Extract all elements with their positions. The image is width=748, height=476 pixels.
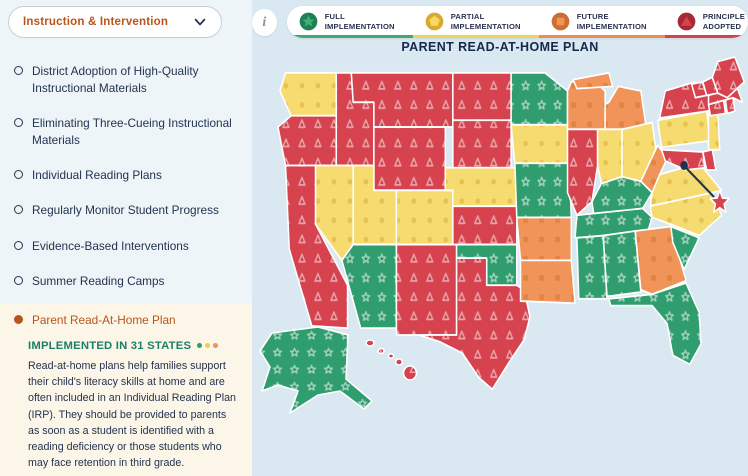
state-mi[interactable] xyxy=(604,85,648,131)
nav-item-monitor-progress[interactable]: Regularly Monitor Student Progress xyxy=(0,193,252,228)
nav-item-label: Evidence-Based Interventions xyxy=(32,238,189,253)
nav-item-label: Parent Read-At-Home Plan xyxy=(32,312,176,327)
full-status-dot xyxy=(197,343,203,349)
category-dropdown[interactable]: Instruction & Intervention xyxy=(8,6,222,38)
state-hi[interactable] xyxy=(365,339,418,381)
policy-detail: IMPLEMENTED IN 31 STATES Read-at-home pl… xyxy=(0,338,252,472)
state-mi-upper[interactable] xyxy=(572,71,614,90)
state-fl[interactable] xyxy=(608,282,702,366)
info-icon[interactable]: i xyxy=(252,9,277,36)
category-dropdown-label: Instruction & Intervention xyxy=(23,16,169,28)
nav-item-label: Eliminating Three-Cueing Instructional M… xyxy=(32,116,232,148)
dc-callout-star[interactable] xyxy=(709,189,731,214)
map-panel: i FULL IMPLEMENTATION xyxy=(252,0,748,415)
state-co[interactable] xyxy=(395,189,458,246)
state-md[interactable] xyxy=(660,148,706,171)
full-implementation-icon xyxy=(299,12,318,31)
state-in[interactable] xyxy=(596,128,623,185)
nav-item-label: District Adoption of High-Quality Instru… xyxy=(32,64,199,96)
implemented-count-heading: IMPLEMENTED IN 31 STATES xyxy=(28,339,192,352)
state-ks[interactable] xyxy=(452,205,518,246)
us-choropleth-map xyxy=(259,56,745,414)
future-status-dot xyxy=(213,343,219,349)
future-implementation-icon xyxy=(551,12,570,31)
legend-item-future[interactable]: FUTURE IMPLEMENTATION xyxy=(538,6,665,38)
state-ia[interactable] xyxy=(510,123,569,165)
state-ne[interactable] xyxy=(444,166,518,208)
radio-icon xyxy=(14,240,23,250)
state-la[interactable] xyxy=(519,259,576,305)
radio-icon xyxy=(14,275,23,285)
nav-item-individual-reading-plans[interactable]: Individual Reading Plans xyxy=(0,158,252,193)
state-ms[interactable] xyxy=(576,234,608,300)
legend-label: FULL IMPLEMENTATION xyxy=(324,12,395,31)
filter-sidebar: Instruction & Intervention District Adop… xyxy=(0,0,252,476)
legend-label: PARTIAL IMPLEMENTATION xyxy=(450,12,521,31)
state-nm[interactable] xyxy=(395,243,458,336)
partial-implementation-icon xyxy=(425,12,444,31)
state-nd[interactable] xyxy=(452,71,512,122)
policy-nav-list: District Adoption of High-Quality Instru… xyxy=(0,44,252,299)
principle-not-adopted-icon xyxy=(677,12,696,31)
radio-icon xyxy=(14,118,23,128)
partial-status-dot xyxy=(205,343,211,349)
legend-item-full[interactable]: FULL IMPLEMENTATION xyxy=(286,6,413,38)
legend-underline-full xyxy=(286,35,413,38)
legend-label: FUTURE IMPLEMENTATION xyxy=(576,12,647,31)
radio-icon xyxy=(14,170,23,180)
state-me[interactable] xyxy=(711,56,745,99)
dc-callout-line xyxy=(685,166,715,198)
legend-underline-not-adopted xyxy=(664,35,748,38)
legend-underline-future xyxy=(538,35,665,38)
chevron-down-icon xyxy=(194,18,206,26)
nav-item-summer-camps[interactable]: Summer Reading Camps xyxy=(0,264,252,299)
state-wy[interactable] xyxy=(373,126,447,192)
state-sd[interactable] xyxy=(452,119,512,169)
nav-item-district-adoption[interactable]: District Adoption of High-Quality Instru… xyxy=(0,54,252,106)
selected-policy-block: Parent Read-At-Home Plan IMPLEMENTED IN … xyxy=(0,302,252,476)
info-glyph: i xyxy=(262,14,267,30)
radio-selected-icon xyxy=(14,314,23,324)
state-wa[interactable] xyxy=(279,71,338,117)
state-mo[interactable] xyxy=(514,162,573,219)
nav-item-evidence-based[interactable]: Evidence-Based Interventions xyxy=(0,229,252,264)
nav-item-label: Summer Reading Camps xyxy=(32,273,165,288)
state-ar[interactable] xyxy=(516,216,573,262)
nav-item-label: Regularly Monitor Student Progress xyxy=(32,203,219,218)
state-tx[interactable] xyxy=(418,257,531,391)
legend-underline-partial xyxy=(412,35,539,38)
state-or[interactable] xyxy=(277,114,338,167)
legend: FULL IMPLEMENTATION PARTIAL IMPLEMENTATI… xyxy=(286,6,748,38)
state-az[interactable] xyxy=(341,243,398,330)
legend-row: i FULL IMPLEMENTATION xyxy=(252,6,748,38)
nav-item-three-cueing[interactable]: Eliminating Three-Cueing Instructional M… xyxy=(0,106,252,158)
state-sc[interactable] xyxy=(670,225,700,271)
legend-item-not-adopted[interactable]: PRINCIPLE NOT ADOPTED xyxy=(664,6,748,38)
status-dots xyxy=(197,343,219,349)
legend-item-partial[interactable]: PARTIAL IMPLEMENTATION xyxy=(412,6,539,38)
dc-marker-dot[interactable] xyxy=(680,160,688,170)
radio-icon xyxy=(14,205,23,215)
state-de[interactable] xyxy=(702,148,717,171)
state-mn[interactable] xyxy=(510,71,569,126)
nav-item-parent-read-at-home[interactable]: Parent Read-At-Home Plan xyxy=(0,303,252,338)
state-nj[interactable] xyxy=(707,112,721,151)
map-title: PARENT READ-AT-HOME PLAN xyxy=(401,40,599,54)
nav-item-label: Individual Reading Plans xyxy=(32,168,162,183)
legend-label: PRINCIPLE NOT ADOPTED xyxy=(702,12,748,31)
radio-icon xyxy=(14,66,23,75)
state-al[interactable] xyxy=(602,230,642,298)
state-ak[interactable] xyxy=(259,326,373,414)
